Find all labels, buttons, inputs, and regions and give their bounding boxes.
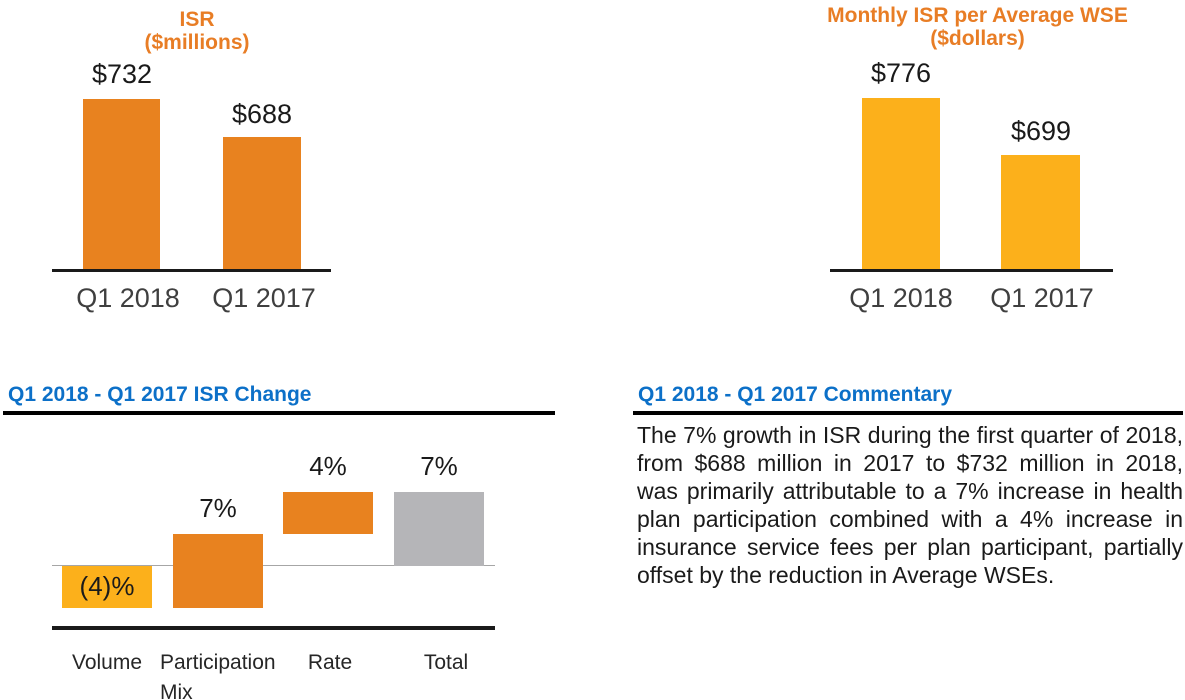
waterfall-volume-bar <box>62 566 152 608</box>
wse-chart-title: Monthly ISR per Average WSE ($dollars) <box>795 4 1160 50</box>
waterfall-participation-mix-axis-label-line1: Participation <box>160 651 276 674</box>
isr-q1-2018-value-label: $732 <box>91 59 153 89</box>
waterfall-total-axis-label: Total <box>423 651 469 674</box>
wse-chart-title-line1: Monthly ISR per Average WSE <box>827 4 1128 27</box>
isr-x-axis-line <box>52 269 331 272</box>
waterfall-rate-label: 4% <box>309 451 347 481</box>
commentary-body-text: The 7% growth in ISR during the first qu… <box>637 422 1183 588</box>
isr-q1-2018-axis-label: Q1 2018 <box>76 283 180 313</box>
commentary-heading-rule <box>633 411 1183 415</box>
isr-q1-2017-bar <box>223 137 301 271</box>
wse-q1-2018-value-label: $776 <box>870 58 932 88</box>
isr-q1-2017-value-label: $688 <box>231 99 293 129</box>
waterfall-participation-mix-axis-label: Participation Mix <box>160 648 282 700</box>
wse-x-axis-line <box>830 269 1113 272</box>
isr-q1-2018-bar <box>83 99 160 271</box>
waterfall-total-bar <box>394 492 484 566</box>
wse-q1-2017-value-label: $699 <box>1010 116 1072 146</box>
waterfall-participation-mix-bar <box>173 534 263 608</box>
isr-chart-title: ISR ($millions) <box>87 8 307 54</box>
waterfall-zero-baseline <box>52 565 495 566</box>
waterfall-participation-mix-label: 7% <box>199 493 237 523</box>
isr-change-heading-rule <box>3 411 555 415</box>
wse-chart-title-line2: ($dollars) <box>930 27 1025 50</box>
waterfall-total-label: 7% <box>420 451 458 481</box>
wse-q1-2017-axis-label: Q1 2017 <box>990 283 1094 313</box>
waterfall-rate-axis-label: Rate <box>307 651 353 674</box>
waterfall-participation-mix-axis-label-line2: Mix <box>160 681 193 700</box>
waterfall-x-axis-line <box>52 626 495 630</box>
isr-chart-title-line2: ($millions) <box>144 31 250 54</box>
waterfall-rate-bar <box>283 492 373 534</box>
wse-q1-2017-bar <box>1001 155 1080 271</box>
wse-q1-2018-bar <box>862 98 940 271</box>
commentary-heading: Q1 2018 - Q1 2017 Commentary <box>638 383 952 406</box>
wse-q1-2018-axis-label: Q1 2018 <box>849 283 953 313</box>
isr-q1-2017-axis-label: Q1 2017 <box>212 283 316 313</box>
isr-change-heading: Q1 2018 - Q1 2017 ISR Change <box>8 383 312 406</box>
waterfall-volume-label: (4)% <box>79 571 135 601</box>
isr-chart-title-line1: ISR <box>179 8 215 31</box>
waterfall-volume-axis-label: Volume <box>71 651 143 674</box>
